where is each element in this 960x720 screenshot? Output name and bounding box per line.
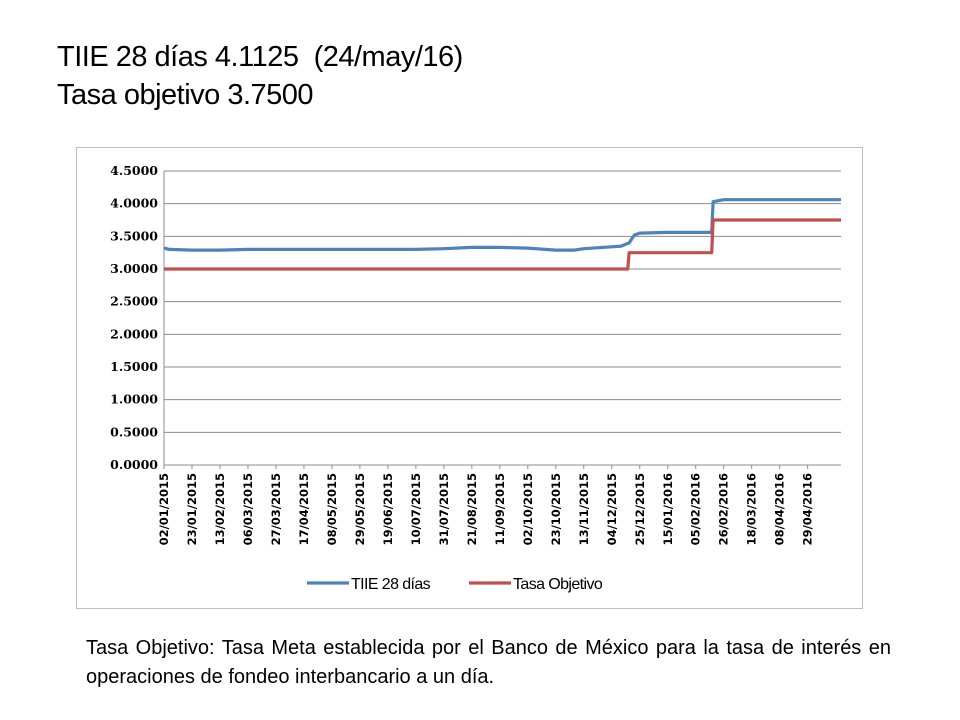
x-tick-label: 06/03/2015	[241, 473, 255, 545]
grid-layer	[163, 170, 841, 466]
x-tick-label: 26/02/2016	[717, 473, 731, 545]
x-tick-label: 25/12/2015	[633, 473, 647, 545]
x-tick-label: 02/10/2015	[521, 473, 535, 545]
y-tick-label: 1.0000	[110, 392, 158, 407]
x-tick-label: 21/08/2015	[465, 473, 479, 545]
line-chart: 0.0000 0.5000 1.0000 1.5000 2.0000 2.5000 3.00…	[110, 163, 841, 593]
legend: TIIE 28 días Tasa Objetivo	[307, 576, 603, 593]
y-tick-label: 3.0000	[110, 261, 158, 276]
y-tick-label: 2.0000	[110, 326, 158, 341]
series-line-tiie	[163, 198, 841, 252]
page-title: TIIE 28 días 4.1125 (24/may/16) Tasa obj…	[57, 38, 463, 114]
x-tick-label: 31/07/2015	[437, 473, 451, 545]
x-tick-label: 29/05/2015	[353, 473, 367, 545]
series-line-tasa-objetivo	[164, 218, 841, 271]
x-axis-ticks: 02/01/2015 23/01/2015 13/02/2015 06/03/2015…	[157, 465, 815, 545]
x-tick-label: 11/09/2015	[493, 473, 507, 545]
x-tick-label: 23/10/2015	[549, 473, 563, 545]
footnote-text: Tasa Objetivo: Tasa Meta establecida por…	[86, 637, 891, 688]
y-tick-label: 0.5000	[110, 424, 158, 439]
y-tick-label: 2.5000	[110, 294, 158, 309]
x-tick-label: 19/06/2015	[381, 473, 395, 545]
series-layer	[163, 198, 841, 271]
y-tick-label: 0.0000	[110, 457, 158, 472]
x-tick-label: 04/12/2015	[605, 473, 619, 545]
legend-label: TIIE 28 días	[351, 576, 431, 593]
chart-frame: 0.0000 0.5000 1.0000 1.5000 2.0000 2.5000 3.00…	[76, 147, 863, 609]
x-tick-label: 23/01/2015	[185, 473, 199, 545]
x-tick-label: 10/07/2015	[409, 473, 423, 545]
x-tick-label: 15/01/2016	[661, 473, 675, 545]
x-tick-label: 08/05/2015	[325, 473, 339, 545]
y-tick-label: 4.5000	[110, 163, 158, 178]
legend-label: Tasa Objetivo	[513, 576, 603, 593]
x-tick-label: 13/02/2015	[213, 473, 227, 545]
x-tick-label: 02/01/2015	[157, 473, 171, 545]
x-tick-label: 05/02/2016	[689, 473, 703, 545]
x-tick-label: 27/03/2015	[269, 473, 283, 545]
y-tick-label: 1.5000	[110, 359, 158, 374]
x-tick-label: 13/11/2015	[577, 473, 591, 545]
x-tick-label: 29/04/2016	[801, 473, 815, 545]
y-axis-ticks: 0.0000 0.5000 1.0000 1.5000 2.0000 2.5000 3.00…	[110, 163, 158, 472]
x-tick-label: 17/04/2015	[297, 473, 311, 545]
title-line-2: Tasa objetivo 3.7500	[57, 79, 314, 111]
y-tick-label: 3.5000	[110, 228, 158, 243]
y-tick-label: 4.0000	[110, 196, 158, 211]
title-line-1: TIIE 28 días 4.1125 (24/may/16)	[57, 41, 463, 73]
x-tick-label: 18/03/2016	[745, 473, 759, 545]
x-tick-label: 08/04/2016	[773, 473, 787, 545]
